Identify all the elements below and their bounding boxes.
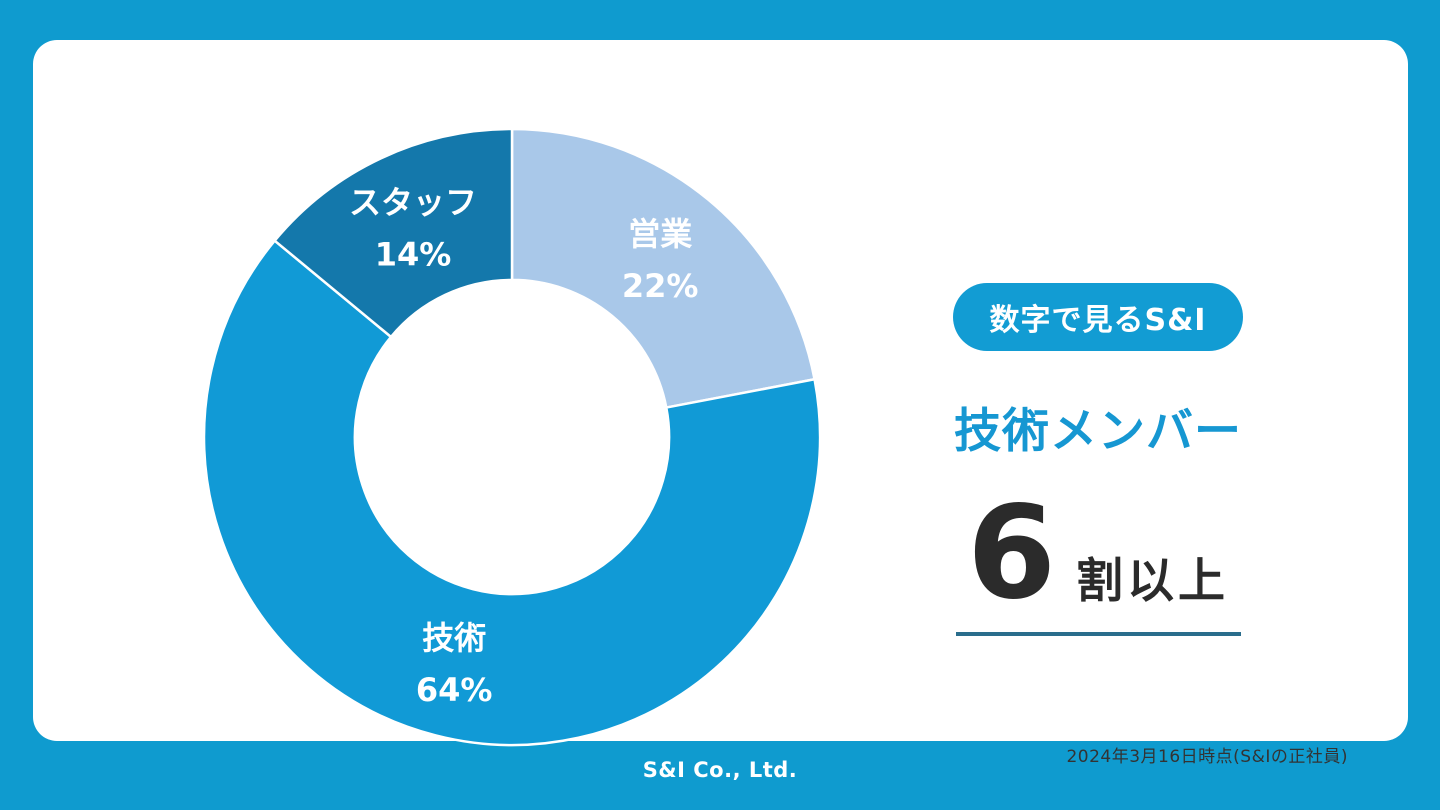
donut-slice-3 <box>273 127 514 339</box>
content-card: 営業 22% 技術 64% スタッフ 14% 数字で見るS&I 技術メンバー 6 割以上 … <box>33 40 1408 767</box>
footnote-date: 2024年3月16日時点(S&Iの正社員) <box>1066 747 1348 767</box>
donut-chart-svg: 営業 22% 技術 64% スタッフ 14% <box>202 127 822 747</box>
donut-chart: 営業 22% 技術 64% スタッフ 14% <box>192 117 832 757</box>
title-badge: 数字で見るS&I <box>953 283 1243 351</box>
stats-panel: 数字で見るS&I 技術メンバー 6 割以上 <box>913 283 1283 636</box>
donut-slice-1 <box>510 127 816 409</box>
stat-value: 6 <box>966 479 1057 628</box>
donut-slice-label-1: 営業 22% <box>622 215 699 305</box>
panel-heading: 技術メンバー <box>954 404 1242 459</box>
stat-underline <box>955 632 1241 636</box>
stat-suffix: 割以上 <box>1076 554 1230 609</box>
stat-row: 6 割以上 <box>967 490 1229 618</box>
title-badge-label: 数字で見るS&I <box>989 303 1207 338</box>
slide-footer: S&I Co., Ltd. <box>0 741 1440 810</box>
donut-slice-label-2: 技術 64% <box>416 619 493 709</box>
donut-slice-2 <box>202 239 822 747</box>
donut-slice-label-3: スタッフ 14% <box>349 184 477 274</box>
company-name: S&I Co., Ltd. <box>642 757 798 782</box>
